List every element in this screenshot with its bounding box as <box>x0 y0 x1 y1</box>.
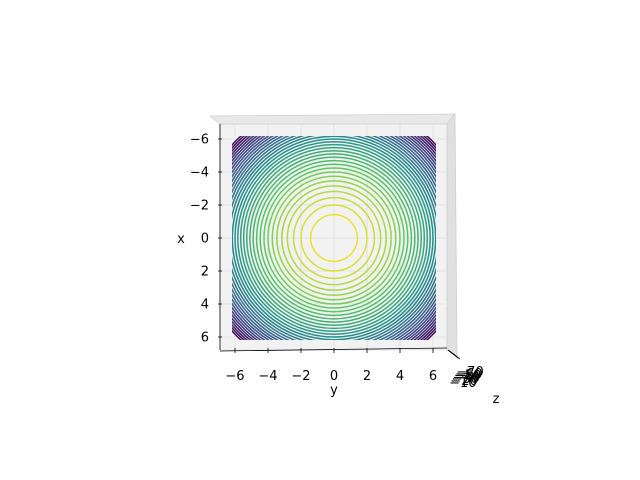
contour-line <box>242 146 426 330</box>
x-tick-label: −4 <box>190 166 209 181</box>
contour-line <box>259 163 409 313</box>
contour-line <box>300 204 368 272</box>
y-tick-label: −6 <box>225 369 244 384</box>
y-tick-label: −2 <box>291 369 310 384</box>
x-tick-label: −6 <box>190 133 209 148</box>
contour-line <box>263 167 405 309</box>
contour-line <box>276 180 392 296</box>
contour-line <box>245 149 423 327</box>
z-tick-label: −60 <box>455 367 482 382</box>
contour-line <box>239 143 429 333</box>
x-axis-label: x <box>177 232 185 247</box>
top-pane-edge <box>208 113 456 125</box>
y-tick-label: 2 <box>363 369 371 384</box>
y-tick-label: 0 <box>330 369 338 384</box>
z-tick-label: −20 <box>450 374 477 389</box>
contour-lines <box>232 136 436 340</box>
x-tick-label: 4 <box>201 298 209 313</box>
z-tick-label: −40 <box>453 370 480 385</box>
contour-line <box>252 156 416 320</box>
y-tick-label: −4 <box>258 369 277 384</box>
z-tick-label: −10 <box>449 376 476 391</box>
contour-line <box>309 213 359 263</box>
z-tick-label: −70 <box>456 365 483 380</box>
y-axis-ticks: −6 −4 −2 0 2 4 6 <box>225 348 437 384</box>
z-tick-label: −50 <box>454 369 481 384</box>
contour-line <box>255 159 413 317</box>
y-axis-label: y <box>330 383 338 398</box>
z-axis-label: z <box>493 392 500 407</box>
contour-line <box>292 196 376 280</box>
contour-line <box>281 185 387 291</box>
y-tick-label: 4 <box>396 369 404 384</box>
contour-line <box>232 136 436 340</box>
contour-line <box>286 190 382 286</box>
x-tick-label: 0 <box>201 232 209 247</box>
x-tick-label: −2 <box>190 199 209 214</box>
x-axis-ticks: −6 −4 −2 0 2 4 6 <box>190 133 222 346</box>
contour-line <box>234 138 434 338</box>
y-tick-label: 6 <box>429 369 437 384</box>
z-tick-label: −30 <box>451 372 478 387</box>
x-tick-label: 2 <box>201 265 209 280</box>
z-axis-ticks: −70−60−50−40−30−20−10 <box>447 349 484 391</box>
right-pane-edge <box>446 112 458 357</box>
z-tick-mark <box>455 355 461 360</box>
contour-line <box>249 153 419 323</box>
contour-line <box>237 141 431 335</box>
y-axis-line <box>219 347 448 352</box>
x-tick-label: 6 <box>201 331 209 346</box>
contour-line <box>271 175 397 301</box>
contour-line <box>267 171 401 305</box>
